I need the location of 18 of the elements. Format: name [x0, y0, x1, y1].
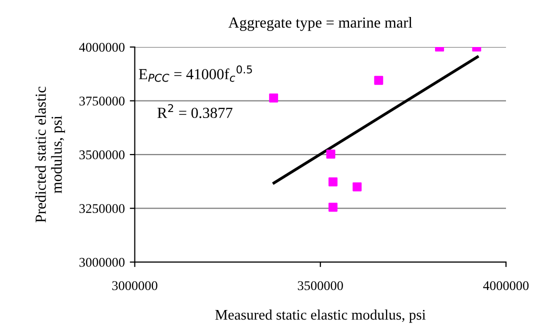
y-tick-label: 3000000 — [79, 258, 125, 267]
y-tick-label: 3750000 — [79, 96, 125, 106]
point — [326, 150, 336, 159]
point — [352, 182, 362, 192]
chart-title: Aggregate type = marine marl — [228, 16, 412, 31]
y-tick-label: 3250000 — [79, 204, 125, 214]
point — [328, 202, 338, 212]
x-tick-label: 4000000 — [483, 281, 529, 290]
x-axis-title: Measured static elastic modulus, psi — [215, 309, 426, 323]
y-tick-label: 3500000 — [79, 150, 125, 160]
point — [328, 177, 338, 186]
x-tick-label: 3000000 — [112, 281, 158, 290]
annotation: E$_{PCC}$ = 41000f$_{c}$$^{0.5}$ — [138, 65, 252, 82]
x-tick-label: 3500000 — [298, 281, 343, 290]
point — [269, 94, 278, 103]
annotation: R$^{2}$ = 0.3877 — [157, 104, 232, 118]
y-axis-title: Predicted static elastic modulus, psi — [35, 86, 65, 222]
y-tick-label: 4000000 — [79, 42, 125, 52]
